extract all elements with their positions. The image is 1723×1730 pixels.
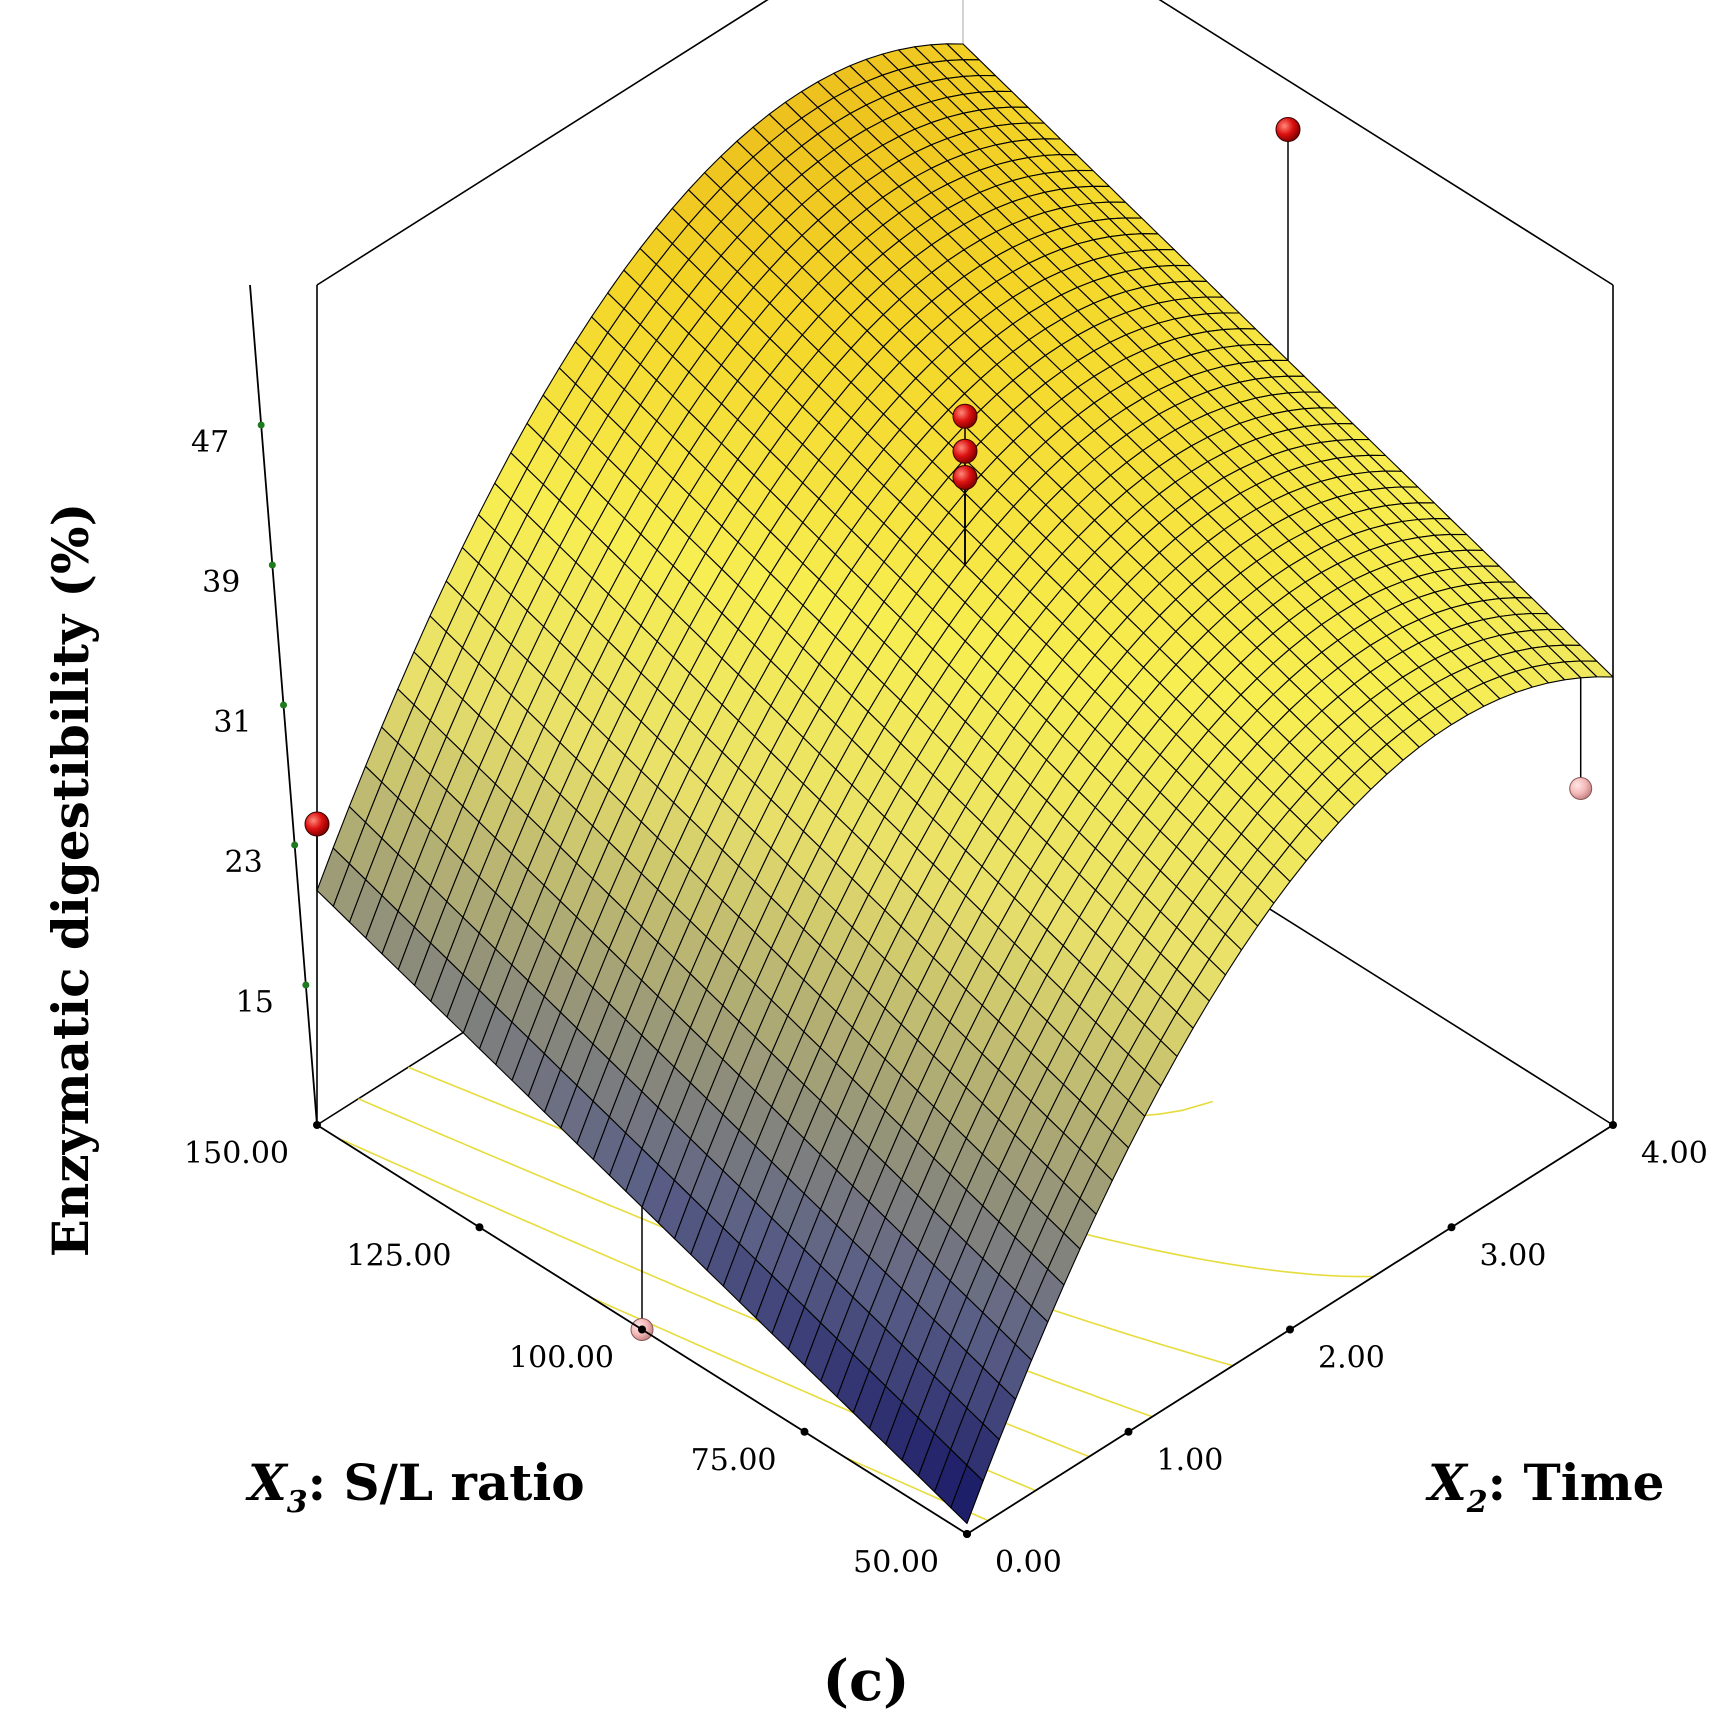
x2-tick-dot (1286, 1325, 1294, 1334)
x3-axis-tick-labels: 50.00 75.00 100.00 125.00 150.00 (184, 1136, 939, 1580)
x2-axis-title: X2: Time (1425, 1453, 1664, 1520)
x2-axis-title-var: X (1425, 1453, 1469, 1512)
z-tick-dot (302, 981, 310, 989)
x3-tick-label: 75.00 (691, 1443, 777, 1478)
x3-axis-title-subscript: 3 (287, 1485, 308, 1520)
x2-tick-dot (1447, 1223, 1456, 1232)
x3-tick-dot (475, 1223, 484, 1232)
design-point-above (952, 465, 978, 490)
box-edge (316, 0, 769, 286)
x2-axis-tick-labels: 0.00 1.00 2.00 3.00 4.00 (995, 1136, 1708, 1580)
design-point-below (1569, 776, 1593, 800)
design-point-above (1275, 117, 1301, 142)
z-tick-label: 31 (213, 705, 251, 740)
response-surface (316, 43, 1614, 1525)
x2-tick-dot (1609, 1121, 1617, 1129)
panel-label: (c) (822, 1648, 909, 1714)
x3-tick-dot (963, 1530, 971, 1538)
x2-tick-label: 4.00 (1641, 1136, 1708, 1171)
z-tick-dot (291, 841, 299, 849)
x3-axis-title: X3: S/L ratio (245, 1453, 585, 1520)
box-edge (1158, 0, 1614, 286)
x2-tick-label: 1.00 (1157, 1443, 1224, 1478)
x2-axis-title-text: : Time (1488, 1453, 1665, 1512)
surface-cell (950, 1464, 984, 1525)
z-tick-label: 23 (225, 845, 263, 880)
design-point-above (304, 811, 330, 837)
x3-tick-label: 100.00 (509, 1341, 614, 1376)
z-tick-dot (257, 421, 265, 429)
z-axis-tick-labels: 15 23 31 39 47 (191, 425, 274, 1020)
x3-axis-title-text: : S/L ratio (308, 1453, 585, 1512)
z-tick-dot (268, 561, 276, 569)
z-tick-label: 15 (236, 985, 274, 1020)
x3-tick-dot (313, 1121, 321, 1129)
x3-tick-dot (800, 1427, 809, 1436)
x2-tick-dot (1124, 1427, 1133, 1436)
x2-tick-label: 3.00 (1480, 1238, 1547, 1273)
x2-axis-title-subscript: 2 (1466, 1485, 1488, 1520)
x3-axis-title-var: X (245, 1453, 289, 1512)
design-point-above (952, 438, 978, 464)
x2-tick-label: 2.00 (1318, 1341, 1385, 1376)
x3-tick-label: 150.00 (184, 1136, 289, 1171)
design-point-above (952, 403, 978, 429)
z-axis-title: Enzymatic digestibility (%) (41, 503, 100, 1257)
z-tick-label: 47 (191, 425, 229, 460)
z-tick-label: 39 (202, 565, 240, 600)
x2-tick-label: 0.00 (995, 1545, 1062, 1580)
x3-tick-dot (638, 1325, 646, 1334)
tick-marks (257, 421, 1617, 1538)
x3-tick-label: 125.00 (347, 1238, 452, 1273)
x3-tick-label: 50.00 (853, 1545, 939, 1580)
points-above-surface (304, 117, 1301, 837)
z-tick-dot (280, 701, 287, 709)
